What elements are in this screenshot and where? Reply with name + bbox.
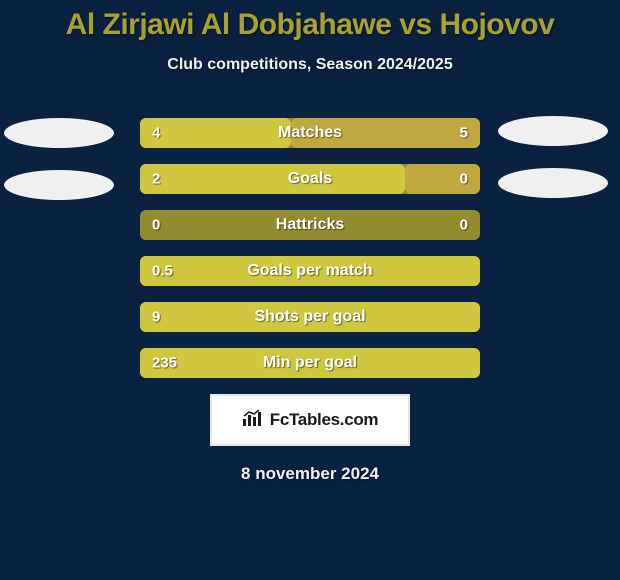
stat-value-right: 0	[460, 217, 468, 234]
chart-icon	[242, 409, 264, 432]
player-avatar-left	[4, 118, 114, 148]
stat-value-right: 0	[460, 171, 468, 188]
stat-value-left: 235	[152, 355, 177, 372]
player-avatar-right	[498, 116, 608, 146]
stat-bar-right	[405, 164, 480, 194]
stat-value-right: 5	[460, 125, 468, 142]
player-avatar-left	[4, 170, 114, 200]
stat-value-left: 9	[152, 309, 160, 326]
chart-area: Matches 4 5 Goals 2 0 Hattricks 0 0 Goals per mat…	[0, 118, 620, 446]
footer-date: 8 november 2024	[0, 464, 620, 484]
branding-text: FcTables.com	[270, 410, 379, 430]
stat-label: Goals per match	[247, 262, 372, 280]
stat-label: Hattricks	[276, 216, 344, 234]
stat-bar-left	[140, 118, 291, 148]
stat-value-left: 0	[152, 217, 160, 234]
stat-value-left: 4	[152, 125, 160, 142]
page-title: Al Zirjawi Al Dobjahawe vs Hojovov	[0, 0, 620, 42]
stat-row: Shots per goal 9	[140, 302, 480, 332]
stat-row: Min per goal 235	[140, 348, 480, 378]
branding-box[interactable]: FcTables.com	[210, 394, 410, 446]
stat-row: Matches 4 5	[140, 118, 480, 148]
stat-label: Min per goal	[263, 354, 357, 372]
stat-label: Shots per goal	[254, 308, 365, 326]
stat-row: Goals 2 0	[140, 164, 480, 194]
stat-label: Goals	[288, 170, 332, 188]
player-avatar-right	[498, 168, 608, 198]
stat-value-left: 2	[152, 171, 160, 188]
stat-row: Hattricks 0 0	[140, 210, 480, 240]
stat-value-left: 0.5	[152, 263, 173, 280]
page-subtitle: Club competitions, Season 2024/2025	[0, 56, 620, 74]
stat-label: Matches	[278, 124, 342, 142]
stat-bar-left	[140, 164, 405, 194]
comparison-infographic: Al Zirjawi Al Dobjahawe vs Hojovov Club …	[0, 0, 620, 580]
stat-row: Goals per match 0.5	[140, 256, 480, 286]
